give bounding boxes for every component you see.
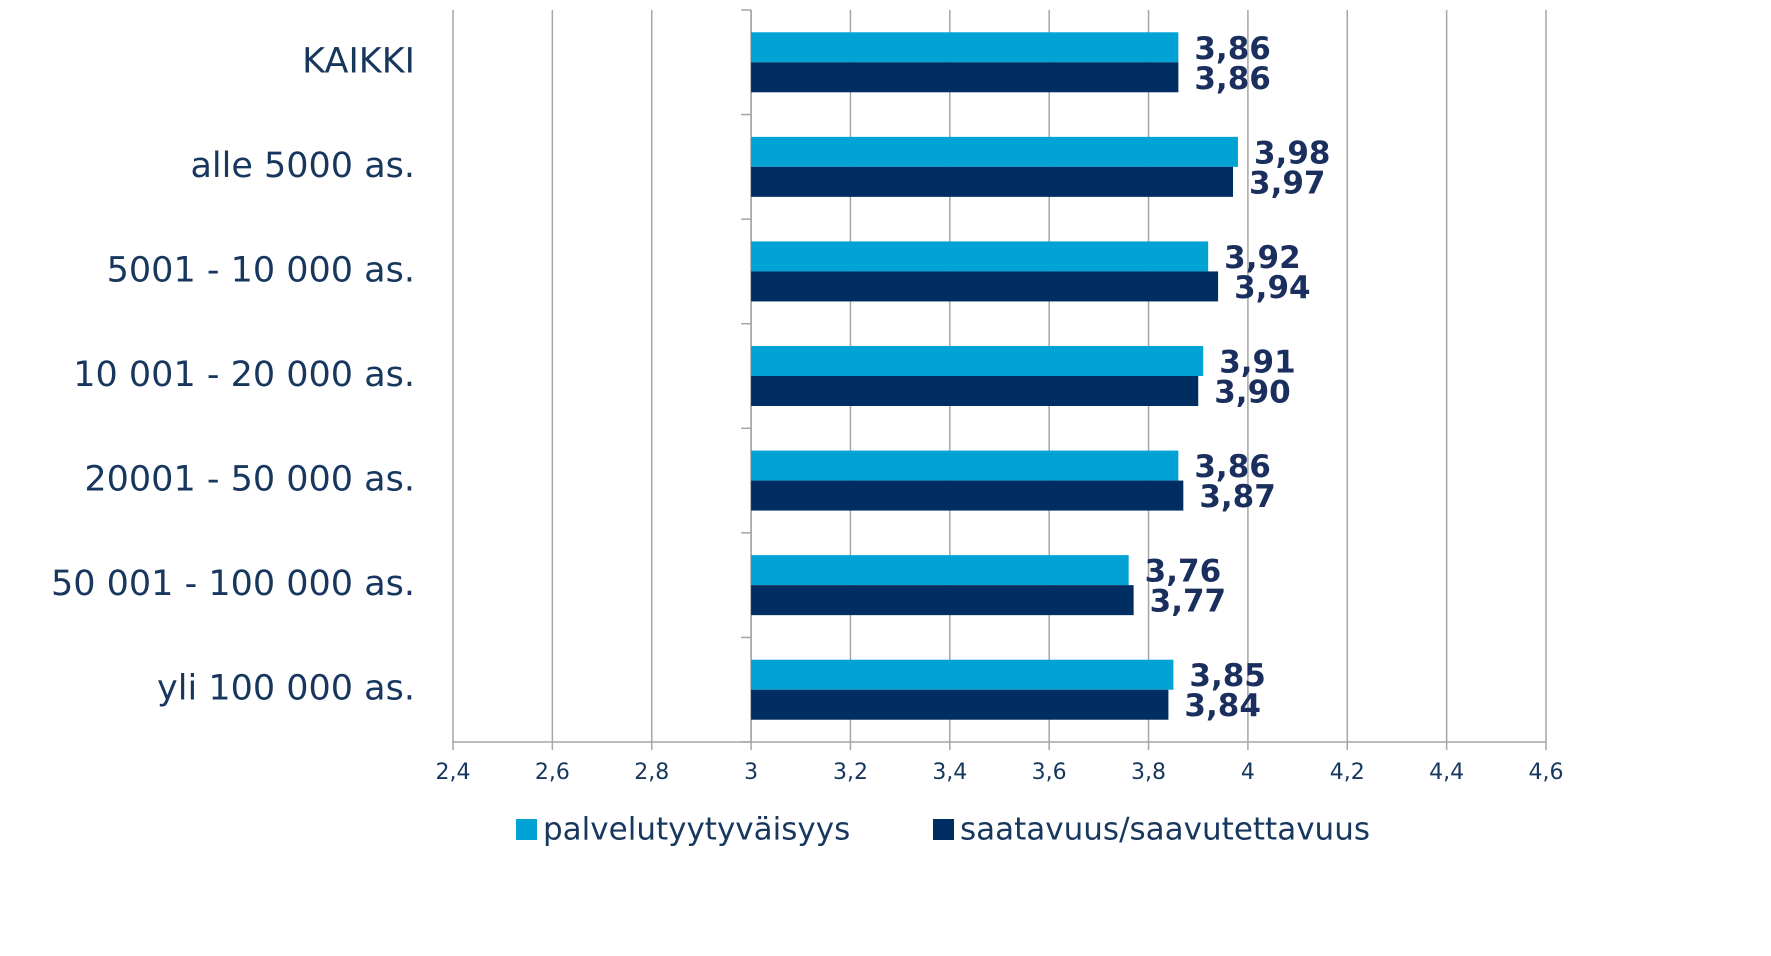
bar	[751, 271, 1219, 302]
bar	[751, 555, 1129, 586]
x-tick-label: 3,6	[1032, 760, 1067, 785]
x-tick-label: 4,4	[1429, 760, 1464, 785]
value-label: 3,86	[1194, 61, 1271, 97]
x-tick-label: 4	[1241, 760, 1255, 785]
value-label: 3,84	[1184, 688, 1261, 724]
value-label: 3,86	[1194, 31, 1271, 67]
bar	[751, 136, 1238, 167]
x-tick-label: 2,8	[634, 760, 669, 785]
value-label: 3,92	[1224, 240, 1301, 276]
category-label: alle 5000 as.	[190, 146, 415, 186]
bar	[751, 166, 1234, 197]
category-label: 10 001 - 20 000 as.	[73, 355, 415, 395]
bar	[751, 585, 1134, 616]
legend-label: palvelutyytyväisyys	[543, 812, 850, 848]
x-tick-label: 2,6	[535, 760, 570, 785]
x-tick-label: 3,4	[932, 760, 967, 785]
category-label: 50 001 - 100 000 as.	[51, 564, 415, 604]
bar	[751, 376, 1199, 406]
legend-swatch	[933, 819, 954, 840]
legend-swatch	[516, 819, 537, 840]
x-tick-label: 3,2	[833, 760, 868, 785]
value-label: 3,86	[1194, 449, 1271, 485]
category-label: yli 100 000 as.	[157, 669, 415, 709]
value-label: 3,90	[1214, 375, 1291, 411]
bar	[751, 32, 1179, 63]
value-label: 3,85	[1189, 658, 1266, 694]
category-label: 5001 - 10 000 as.	[107, 250, 415, 290]
value-label: 3,94	[1234, 270, 1311, 306]
value-label: 3,76	[1145, 554, 1222, 590]
value-label: 3,77	[1150, 584, 1227, 620]
x-tick-label: 2,4	[436, 760, 471, 785]
bar	[751, 346, 1204, 376]
value-label: 3,97	[1249, 165, 1326, 201]
bar	[751, 659, 1174, 690]
bar	[751, 450, 1179, 481]
bar	[751, 480, 1184, 511]
value-label: 3,98	[1254, 135, 1331, 171]
category-label: 20001 - 50 000 as.	[84, 460, 415, 500]
x-tick-label: 3	[744, 760, 758, 785]
x-tick-label: 3,8	[1131, 760, 1166, 785]
value-label: 3,87	[1199, 479, 1276, 515]
x-tick-label: 4,2	[1330, 760, 1365, 785]
bar	[751, 241, 1209, 272]
bar	[751, 689, 1169, 720]
category-label: KAIKKI	[302, 41, 415, 81]
legend-label: saatavuus/saavutettavuus	[960, 812, 1370, 848]
value-label: 3,91	[1219, 345, 1296, 381]
bar	[751, 62, 1179, 93]
x-tick-label: 4,6	[1529, 760, 1564, 785]
